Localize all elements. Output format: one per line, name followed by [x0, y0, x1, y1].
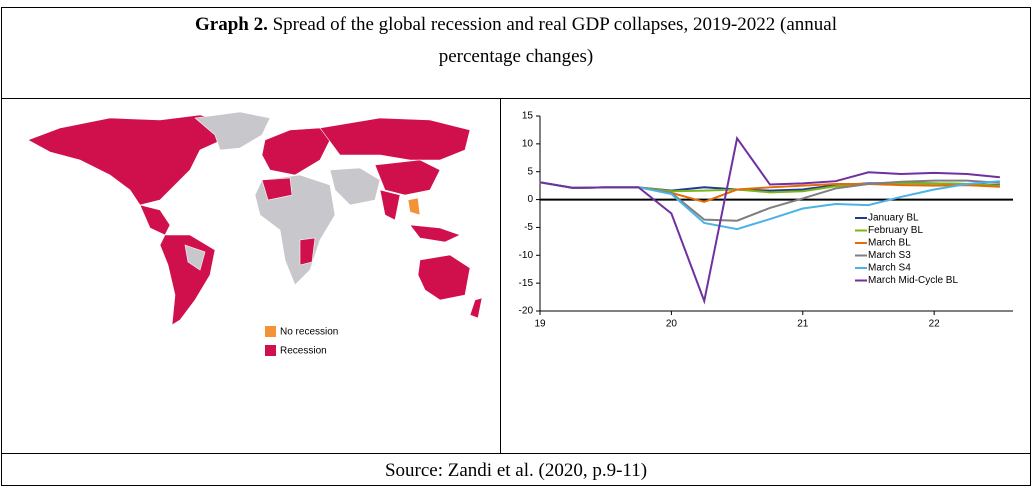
legend-swatch: [265, 345, 276, 356]
x-tick-label: 20: [666, 319, 678, 330]
legend-label: February BL: [868, 225, 923, 236]
legend-label: March S4: [868, 263, 911, 274]
y-tick-label: -10: [519, 250, 534, 261]
series-line: [539, 180, 1000, 231]
legend-label: March S3: [868, 250, 911, 261]
y-tick-label: -15: [519, 278, 534, 289]
source: Source: Zandi et al. (2020, p.9-11): [385, 460, 647, 481]
x-tick-label: 21: [797, 319, 809, 330]
map-legend: No recession Recession: [265, 326, 338, 357]
y-tick-label: -20: [519, 306, 534, 317]
legend-swatch: [265, 326, 276, 337]
title: Graph 2. Spread of the global recession …: [195, 14, 837, 35]
legend-label: March BL: [868, 238, 911, 249]
title-text: Spread of the global recession and real …: [273, 14, 837, 35]
y-tick-label: 10: [522, 138, 534, 149]
line-chart: 15 10 5 0 -5 -10 -15 -2019 20 21 22 January BLFebru…: [519, 111, 1013, 330]
title-text-line2: percentage changes): [439, 46, 594, 67]
legend-label: Recession: [280, 346, 327, 357]
world-map: [27, 111, 483, 326]
x-tick-label: 22: [929, 319, 941, 330]
x-tick-label: 19: [534, 319, 546, 330]
legend-label: January BL: [868, 213, 919, 224]
series-line: [539, 135, 1000, 305]
legend-label: No recession: [280, 327, 338, 338]
y-tick-label: 0: [527, 194, 533, 205]
y-tick-label: -5: [524, 222, 533, 233]
y-tick-label: 5: [527, 166, 533, 177]
title-label: Graph 2.: [195, 14, 268, 35]
legend-label: March Mid-Cycle BL: [868, 275, 958, 286]
y-tick-label: 15: [522, 111, 534, 122]
